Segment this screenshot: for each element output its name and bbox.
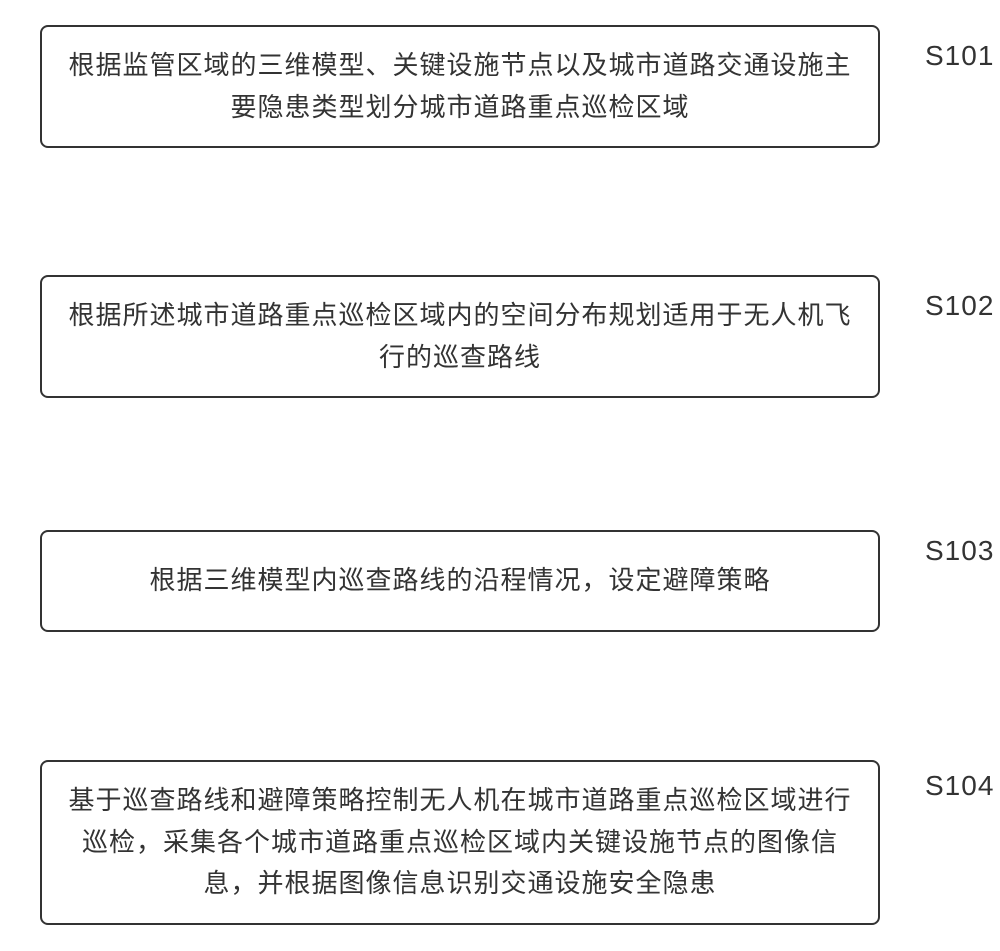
node-s101: 根据监管区域的三维模型、关键设施节点以及城市道路交通设施主要隐患类型划分城市道路… [40, 25, 880, 148]
node-s103-text: 根据三维模型内巡查路线的沿程情况，设定避障策略 [66, 560, 854, 602]
node-s102: 根据所述城市道路重点巡检区域内的空间分布规划适用于无人机飞行的巡查路线 [40, 275, 880, 398]
label-s102: S102 [925, 290, 994, 322]
node-s103: 根据三维模型内巡查路线的沿程情况，设定避障策略 [40, 530, 880, 632]
label-s104: S104 [925, 770, 994, 802]
node-s101-text: 根据监管区域的三维模型、关键设施节点以及城市道路交通设施主要隐患类型划分城市道路… [66, 45, 854, 128]
label-s101: S101 [925, 40, 994, 72]
node-s104-text: 基于巡查路线和避障策略控制无人机在城市道路重点巡检区域进行巡检，采集各个城市道路… [66, 780, 854, 905]
label-s103: S103 [925, 535, 994, 567]
node-s104: 基于巡查路线和避障策略控制无人机在城市道路重点巡检区域进行巡检，采集各个城市道路… [40, 760, 880, 925]
node-s102-text: 根据所述城市道路重点巡检区域内的空间分布规划适用于无人机飞行的巡查路线 [66, 295, 854, 378]
